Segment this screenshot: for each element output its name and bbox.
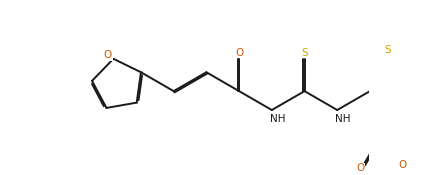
Text: S: S [300, 48, 307, 58]
Text: O: O [355, 163, 364, 173]
Text: O: O [104, 50, 112, 60]
Text: NH: NH [334, 114, 350, 124]
Text: O: O [397, 160, 405, 170]
Text: NH: NH [269, 114, 284, 124]
Text: S: S [384, 45, 391, 55]
Text: O: O [234, 48, 243, 58]
